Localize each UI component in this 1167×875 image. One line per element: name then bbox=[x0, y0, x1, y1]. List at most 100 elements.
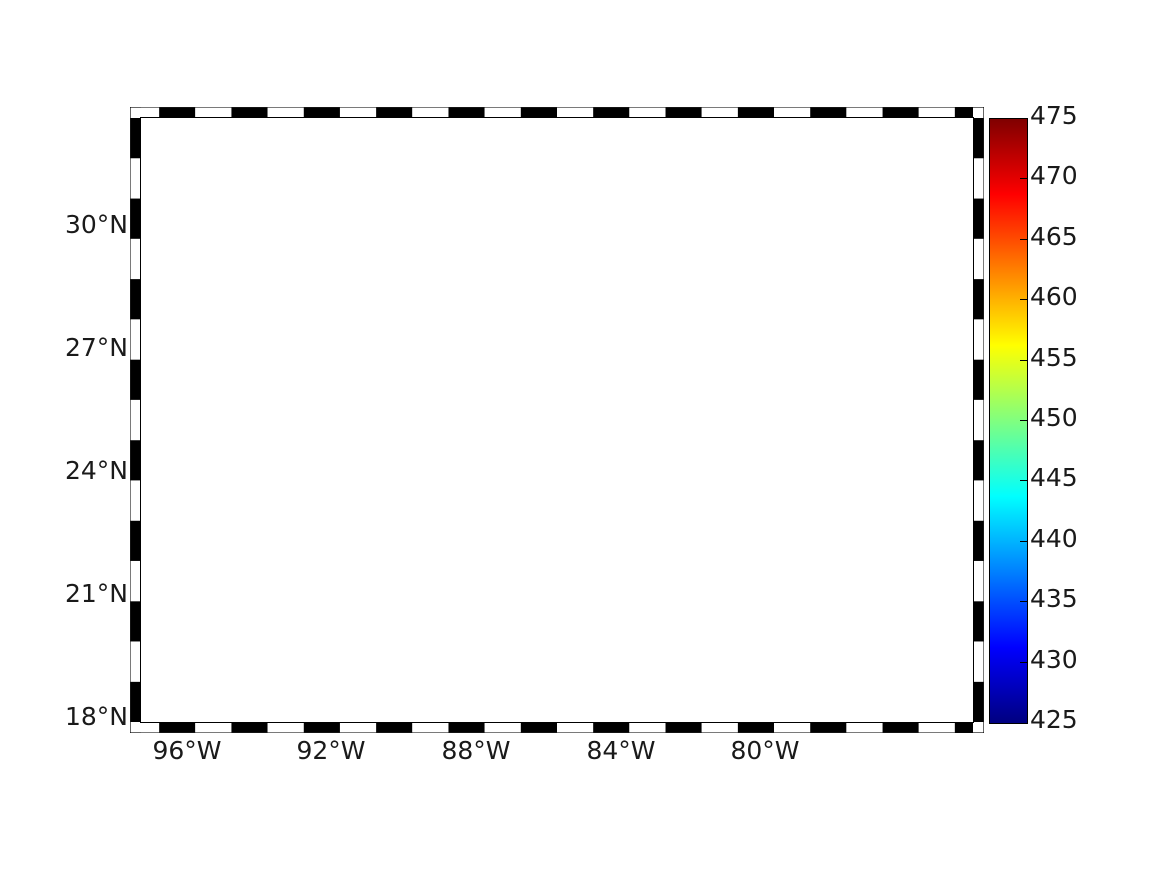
x-tick-88W: 88°W bbox=[441, 736, 511, 765]
colorbar-tick-460: 460 bbox=[1030, 282, 1078, 312]
frame-bottom-block bbox=[412, 722, 449, 733]
frame-bottom-block bbox=[520, 722, 557, 733]
colorbar-tick-425: 425 bbox=[1030, 705, 1078, 734]
isla-juventud bbox=[807, 673, 827, 688]
frame-left-block bbox=[130, 480, 141, 521]
coast-laguna-madre bbox=[169, 417, 178, 524]
colorbar-tick-455: 455 bbox=[1030, 342, 1078, 372]
frame-left-block bbox=[130, 359, 141, 400]
coast-florida-west bbox=[691, 292, 772, 544]
frame-bottom-block bbox=[629, 722, 666, 733]
y-tick-27N: 27°N bbox=[64, 333, 128, 362]
coastline-overlay bbox=[153, 133, 973, 722]
frame-bottom-block bbox=[774, 722, 811, 733]
frame-bottom-block bbox=[882, 722, 919, 733]
colorbar-tick-430: 430 bbox=[1030, 644, 1078, 674]
coast-islands-misc bbox=[340, 133, 788, 679]
coast-bahamas-andros bbox=[872, 554, 918, 586]
y-tick-30N: 30°N bbox=[64, 210, 128, 239]
colorbar-tick-475: 475 bbox=[1030, 101, 1078, 130]
x-tick-80W: 80°W bbox=[730, 736, 800, 765]
frame-top-block bbox=[593, 107, 630, 118]
coast-cuba-bay bbox=[820, 654, 853, 671]
coast-mississippi-delta bbox=[456, 215, 520, 285]
frame-top-block bbox=[737, 107, 775, 118]
frame-left-block bbox=[130, 399, 141, 441]
frame-right-block bbox=[973, 359, 984, 400]
colorbar-tickmark-450 bbox=[1020, 420, 1027, 421]
frame-bottom-block bbox=[448, 722, 485, 733]
frame-bottom-block bbox=[737, 722, 775, 733]
colorbar-tickmark-430 bbox=[1020, 661, 1027, 663]
y-tick-24N: 24°N bbox=[64, 456, 128, 485]
frame-right-block bbox=[973, 440, 984, 481]
frame-top-block bbox=[557, 107, 594, 118]
map-canvas-clip bbox=[141, 118, 973, 722]
frame-top-block bbox=[231, 107, 268, 118]
frame-top-block bbox=[954, 107, 973, 118]
frame-bottom-block bbox=[593, 722, 630, 733]
frame-right-block bbox=[973, 319, 984, 360]
frame-right-block bbox=[973, 520, 984, 561]
frame-left-block bbox=[130, 319, 141, 360]
coast-texas-mexico bbox=[153, 313, 204, 721]
frame-bottom-block bbox=[701, 722, 738, 733]
frame-left-block bbox=[130, 158, 141, 199]
frame-top-block bbox=[267, 107, 304, 118]
coast-yucatan bbox=[266, 651, 460, 722]
frame-top-block bbox=[918, 107, 955, 118]
x-tick-92W: 92°W bbox=[296, 736, 366, 765]
frame-left-block bbox=[130, 641, 141, 682]
colorbar-tick-450: 450 bbox=[1030, 403, 1078, 432]
frame-bottom-block bbox=[303, 722, 340, 733]
colorbar[interactable] bbox=[989, 118, 1028, 724]
x-tick-84W: 84°W bbox=[586, 736, 656, 765]
frame-right-block bbox=[973, 560, 984, 602]
colorbar-tickmark-465 bbox=[1020, 238, 1027, 240]
y-tick-21N: 21°N bbox=[64, 579, 128, 608]
frame-top-block bbox=[954, 107, 973, 118]
coast-bahamas-specks bbox=[908, 558, 961, 601]
frame-top-block bbox=[448, 107, 485, 118]
frame-left-block bbox=[130, 440, 141, 481]
colorbar-tickmark-445 bbox=[1020, 480, 1027, 482]
frame-top-block bbox=[141, 107, 160, 118]
frame-bottom-block bbox=[141, 722, 160, 733]
frame-left-block bbox=[130, 601, 141, 642]
frame-bottom-block bbox=[810, 722, 847, 733]
frame-right-block bbox=[973, 118, 984, 159]
x-tick-96W: 96°W bbox=[152, 736, 222, 765]
frame-right-block bbox=[973, 480, 984, 521]
frame-right-block bbox=[973, 641, 984, 682]
colorbar-tickmark-470 bbox=[1020, 178, 1027, 180]
frame-bottom-block bbox=[557, 722, 594, 733]
frame-top-block bbox=[520, 107, 557, 118]
frame-left-block bbox=[130, 118, 141, 159]
colorbar-tickmark-440 bbox=[1020, 540, 1027, 542]
coast-delta-prong bbox=[488, 269, 508, 299]
frame-top-block bbox=[376, 107, 413, 118]
colorbar-tick-470: 470 bbox=[1030, 161, 1078, 191]
frame-top-block bbox=[195, 107, 232, 118]
frame-top-block bbox=[484, 107, 521, 118]
frame-right-block bbox=[973, 238, 984, 280]
frame-bottom-block bbox=[159, 722, 196, 733]
frame-top-block bbox=[882, 107, 919, 118]
frame-bottom-block bbox=[846, 722, 883, 733]
frame-left-block bbox=[130, 681, 141, 722]
coast-bahamas-eleuthera bbox=[940, 566, 970, 591]
frame-bottom-block bbox=[954, 722, 973, 733]
coast-campeche bbox=[198, 709, 268, 721]
frame-right-block bbox=[973, 158, 984, 199]
frame-top-block bbox=[339, 107, 377, 118]
frame-top-block bbox=[810, 107, 847, 118]
coast-florida-keys bbox=[655, 535, 710, 559]
frame-bottom-block bbox=[339, 722, 377, 733]
frame-left-block bbox=[130, 238, 141, 280]
frame-top-block bbox=[412, 107, 449, 118]
frame-bottom-block bbox=[267, 722, 304, 733]
frame-top-block bbox=[159, 107, 196, 118]
coast-panhandle bbox=[518, 215, 702, 294]
coast-bahamas-grand bbox=[930, 544, 972, 549]
frame-top-block bbox=[665, 107, 702, 118]
